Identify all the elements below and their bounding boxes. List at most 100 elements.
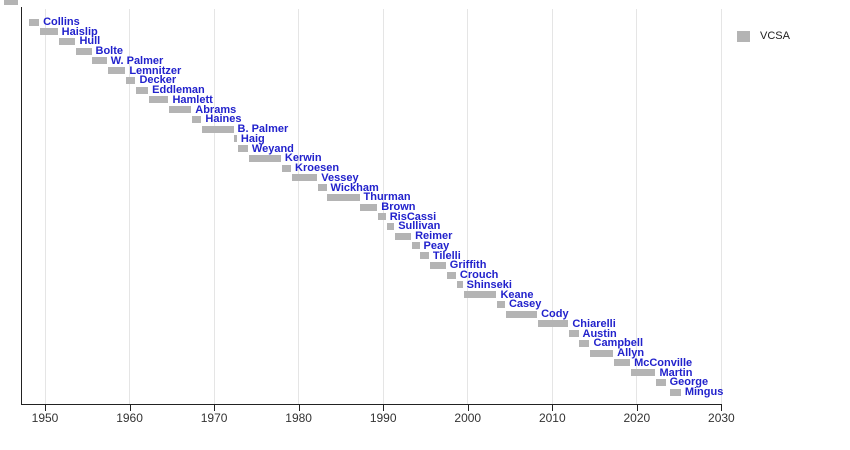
x-tick-label-1960: 1960	[116, 411, 143, 425]
term-label-wickham: Wickham	[330, 181, 379, 194]
term-bar-peay	[411, 242, 420, 250]
x-tick-1950	[45, 405, 46, 411]
term-bar-george	[656, 378, 666, 386]
x-tick-2030	[721, 405, 723, 411]
term-label-riscassi: RisCassi	[389, 210, 437, 223]
term-label-george: George	[669, 376, 709, 389]
term-bar-campbell	[579, 339, 590, 347]
term-label-shinseki: Shinseki	[466, 278, 512, 291]
term-bar-brown	[360, 203, 378, 211]
term-bar-hull	[58, 37, 76, 45]
term-label-hamlett: Hamlett	[172, 93, 213, 106]
term-label-brown: Brown	[381, 201, 416, 213]
term-bar-allyn	[590, 349, 614, 357]
term-label-keane: Keane	[500, 288, 534, 301]
term-bar-wickham	[318, 184, 327, 192]
term-bar-weyand	[237, 145, 248, 153]
term-bar-haig	[234, 135, 237, 143]
term-bar-keane	[463, 291, 497, 299]
term-bar-martin	[630, 369, 656, 377]
gridline-1970	[213, 9, 215, 404]
term-label-mcconville: McConville	[634, 356, 693, 369]
x-tick-1990	[383, 405, 385, 411]
x-tick-1960	[129, 405, 131, 411]
gridline-1990	[382, 9, 384, 404]
term-label-weyand: Weyand	[251, 142, 294, 155]
gridline-2000	[467, 9, 469, 404]
term-label-sullivan: Sullivan	[398, 220, 441, 233]
term-bar-mcconville	[614, 359, 631, 367]
term-label-vessey: Vessey	[321, 171, 359, 184]
x-tick-label-2000: 2000	[454, 411, 482, 425]
term-bar-shinseki	[456, 281, 463, 289]
x-axis-line	[21, 404, 722, 405]
x-tick-label-2030: 2030	[708, 411, 735, 425]
term-label-martin: Martin	[659, 366, 693, 379]
term-bar-kerwin	[248, 154, 281, 162]
legend: VCSA	[737, 31, 790, 42]
term-label-haislip: Haislip	[61, 25, 98, 38]
term-label-haines: Haines	[205, 113, 242, 126]
term-label-hull: Hull	[79, 35, 101, 48]
x-tick-2020	[636, 405, 638, 411]
term-label-decker: Decker	[139, 74, 177, 87]
term-label-abrams: Abrams	[195, 103, 237, 116]
term-label-reimer: Reimer	[415, 230, 453, 243]
gridline-2030	[720, 9, 722, 404]
term-label-campbell: Campbell	[593, 337, 644, 350]
term-label-b-palmer: B. Palmer	[237, 123, 289, 136]
gridline-1950	[44, 9, 46, 404]
x-tick-label-2010: 2010	[538, 411, 566, 425]
term-label-haig: Haig	[240, 132, 265, 145]
term-bar-griffith	[429, 261, 446, 269]
x-tick-label-1980: 1980	[285, 411, 312, 425]
term-label-casey: Casey	[508, 298, 542, 311]
term-bar-bolte	[76, 47, 92, 55]
term-label-mingus: Mingus	[684, 386, 724, 398]
term-label-crouch: Crouch	[459, 269, 499, 282]
term-label-collins: Collins	[43, 16, 80, 28]
term-label-lemnitzer: Lemnitzer	[129, 64, 182, 77]
term-label-griffith: Griffith	[449, 259, 487, 272]
term-label-austin: Austin	[582, 327, 617, 340]
x-tick-label-1990: 1990	[369, 411, 397, 425]
term-bar-haines	[192, 115, 202, 123]
term-label-allyn: Allyn	[617, 347, 645, 360]
x-tick-1970	[214, 405, 216, 411]
y-axis-spine	[21, 7, 22, 404]
term-bar-tilelli	[420, 252, 429, 260]
term-label-kroesen: Kroesen	[295, 162, 340, 175]
term-bar-eddleman	[136, 86, 149, 94]
legend-swatch-vcsa	[737, 31, 750, 42]
term-bar-abrams	[169, 106, 192, 114]
gridline-1980	[298, 9, 300, 404]
term-bar-haislip	[39, 28, 58, 36]
x-tick-label-1950: 1950	[31, 411, 59, 425]
term-bar-w-palmer	[92, 57, 107, 65]
term-bar-reimer	[395, 232, 412, 240]
term-bar-sullivan	[386, 222, 395, 230]
term-bar-thurman	[327, 193, 360, 201]
term-bar-austin	[569, 330, 579, 338]
term-bar-crouch	[446, 271, 456, 279]
term-label-tilelli: Tilelli	[432, 249, 461, 262]
gridline-1960	[129, 9, 131, 404]
term-bar-b-palmer	[202, 125, 234, 133]
term-bar-chiarelli	[537, 320, 569, 328]
term-label-w-palmer: W. Palmer	[110, 54, 164, 67]
term-bar-mingus	[669, 388, 681, 396]
x-tick-2000	[467, 405, 469, 411]
x-tick-label-1970: 1970	[200, 411, 228, 425]
term-bar-vessey	[291, 174, 318, 182]
term-bar-lemnitzer	[107, 67, 126, 75]
cropped-bar-artifact	[4, 0, 18, 5]
legend-label: VCSA	[760, 30, 790, 42]
term-label-bolte: Bolte	[95, 45, 124, 58]
term-bar-casey	[497, 300, 505, 308]
x-tick-1980	[298, 405, 300, 411]
term-label-kerwin: Kerwin	[284, 152, 322, 165]
term-label-eddleman: Eddleman	[152, 84, 205, 97]
term-bar-collins	[28, 18, 40, 26]
term-label-cody: Cody	[541, 308, 569, 321]
